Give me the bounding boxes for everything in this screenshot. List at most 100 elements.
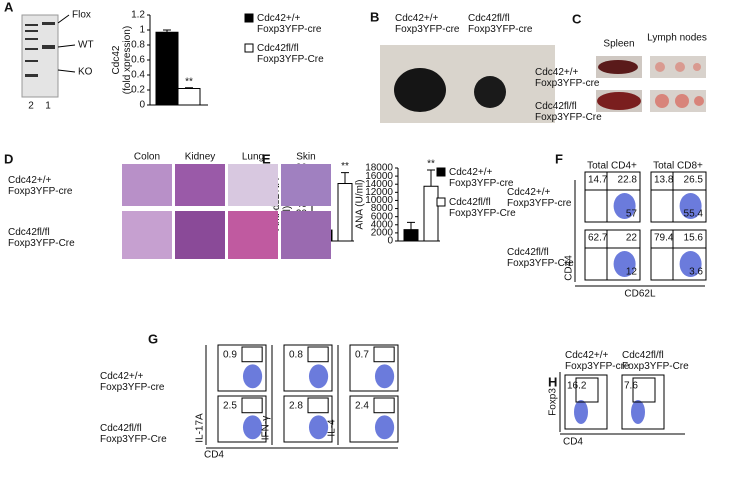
cell-cloud (631, 400, 645, 424)
panel-letter: A (4, 0, 14, 14)
gate-value: 2.8 (289, 401, 303, 412)
gate-value: 2.4 (355, 401, 369, 412)
legend-swatch (436, 167, 446, 177)
y-axis-label: ANA (U/ml) (355, 180, 366, 230)
histology-image (228, 164, 278, 206)
genotype-label: Cdc42fl/fl Foxp3YFP-Cre (622, 350, 689, 372)
panel-letter: B (370, 9, 379, 24)
cell-cloud (613, 193, 636, 219)
column-label: Total CD8+ (653, 161, 703, 172)
significance: ** (341, 161, 349, 172)
y-tick-label: 1 (139, 25, 145, 36)
y-axis-label: Foxp3 (548, 388, 559, 416)
error-bar (427, 169, 435, 187)
histology-image (175, 164, 225, 206)
y-tick-label: 0.8 (131, 40, 145, 51)
y-tick-label: 10000 (365, 195, 393, 206)
x-axis-label: CD4 (204, 450, 224, 461)
y-tick-label: 6000 (371, 211, 394, 222)
y-tick-label: 12000 (365, 187, 393, 198)
y-tick-label: 8000 (371, 203, 394, 214)
cell-cloud (242, 364, 263, 389)
row-label: Cdc42+/+ Foxp3YFP-cre (100, 371, 165, 393)
legend-swatch (244, 43, 254, 53)
legend-label: Cdc42fl/fl Foxp3YFP-Cre (449, 197, 516, 219)
gate-value: 16.2 (567, 381, 587, 392)
lane-label: 1 (45, 101, 51, 112)
cell-cloud (679, 251, 702, 277)
gel-label: Flox (72, 10, 91, 21)
significance: ** (185, 76, 193, 87)
gate (575, 377, 599, 403)
quadrant-value: 22 (626, 233, 638, 244)
y-tick-label: 4000 (371, 219, 394, 230)
gel-bands (25, 22, 55, 77)
row-label: Cdc42+/+ Foxp3YFP-cre (535, 67, 600, 89)
quadrant-value: 26.5 (684, 175, 704, 186)
quadrant-value: 55.4 (684, 209, 704, 220)
y-tick-label: 0 (387, 236, 393, 247)
error-bar (185, 87, 193, 89)
y-axis-label: Cdc42 (111, 45, 122, 74)
column-label: Lymph nodes (647, 33, 707, 44)
gate-value: 0.8 (289, 350, 303, 361)
error-bar (163, 29, 171, 33)
quadrant-value: 12 (626, 267, 638, 278)
cell-cloud (679, 193, 702, 219)
x-axis-label: CD62L (624, 289, 656, 300)
gel-label: WT (78, 40, 94, 51)
row-label: Cdc42fl/fl Foxp3YFP-Cre (507, 247, 574, 269)
histology-image (281, 164, 331, 206)
quadrant-value: 62.7 (588, 233, 608, 244)
quadrant-value: 79.4 (654, 233, 674, 244)
legend-label: Cdc42fl/fl Foxp3YFP-Cre (257, 43, 324, 65)
gate (373, 346, 395, 363)
quadrant-value: 13.8 (654, 175, 674, 186)
y-axis-label: CD44 (564, 255, 575, 281)
gate (373, 397, 395, 414)
gel-label: KO (78, 67, 93, 78)
histology-image (228, 211, 278, 259)
mouse (474, 76, 506, 108)
y-tick-label: 18000 (365, 163, 393, 174)
mouse (394, 68, 446, 112)
quadrant-value: 22.8 (618, 175, 638, 186)
legend-swatch (244, 13, 254, 23)
genotype-label: Cdc42+/+ Foxp3YFP-cre (565, 350, 630, 372)
bar (403, 229, 419, 242)
genotype-label: Cdc42+/+ Foxp3YFP-cre (395, 13, 460, 35)
panel-letter: E (262, 151, 271, 166)
legend-swatch (436, 197, 446, 207)
legend-label: Cdc42+/+ Foxp3YFP-cre (257, 13, 322, 35)
y-axis-label: IFN-γ (261, 416, 272, 440)
error-bar (407, 221, 415, 230)
gel-pointer (57, 14, 70, 24)
cell-cloud (242, 415, 263, 440)
panel-letter: G (148, 331, 158, 346)
y-axis-label: IL-17A (195, 413, 206, 443)
panel-letter: C (572, 11, 582, 26)
row-label: Cdc42fl/fl Foxp3YFP-Cre (535, 101, 602, 123)
histology-image (122, 164, 172, 206)
row-label: Cdc42fl/fl Foxp3YFP-Cre (100, 423, 167, 445)
quadrant-value: 14.7 (588, 175, 608, 186)
error-bar (341, 172, 349, 184)
quadrant-value: 57 (626, 209, 638, 220)
gate (632, 377, 656, 403)
y-tick-label: 0.6 (131, 55, 145, 66)
gel (21, 14, 59, 98)
panel-letter: F (555, 151, 563, 166)
quadrant-value: 15.6 (684, 233, 704, 244)
histology-image (122, 211, 172, 259)
row-label: Cdc42+/+ Foxp3YFP-cre (507, 187, 572, 209)
bar (177, 88, 201, 106)
gate (241, 397, 263, 414)
y-tick-label: 16000 (365, 171, 393, 182)
column-label: Total CD4+ (587, 161, 637, 172)
histology-image (175, 211, 225, 259)
legend-label: Cdc42+/+ Foxp3YFP-cre (449, 167, 514, 189)
panel-letter: H (548, 374, 557, 389)
gel-pointer (57, 44, 76, 48)
cell-cloud (308, 364, 329, 389)
